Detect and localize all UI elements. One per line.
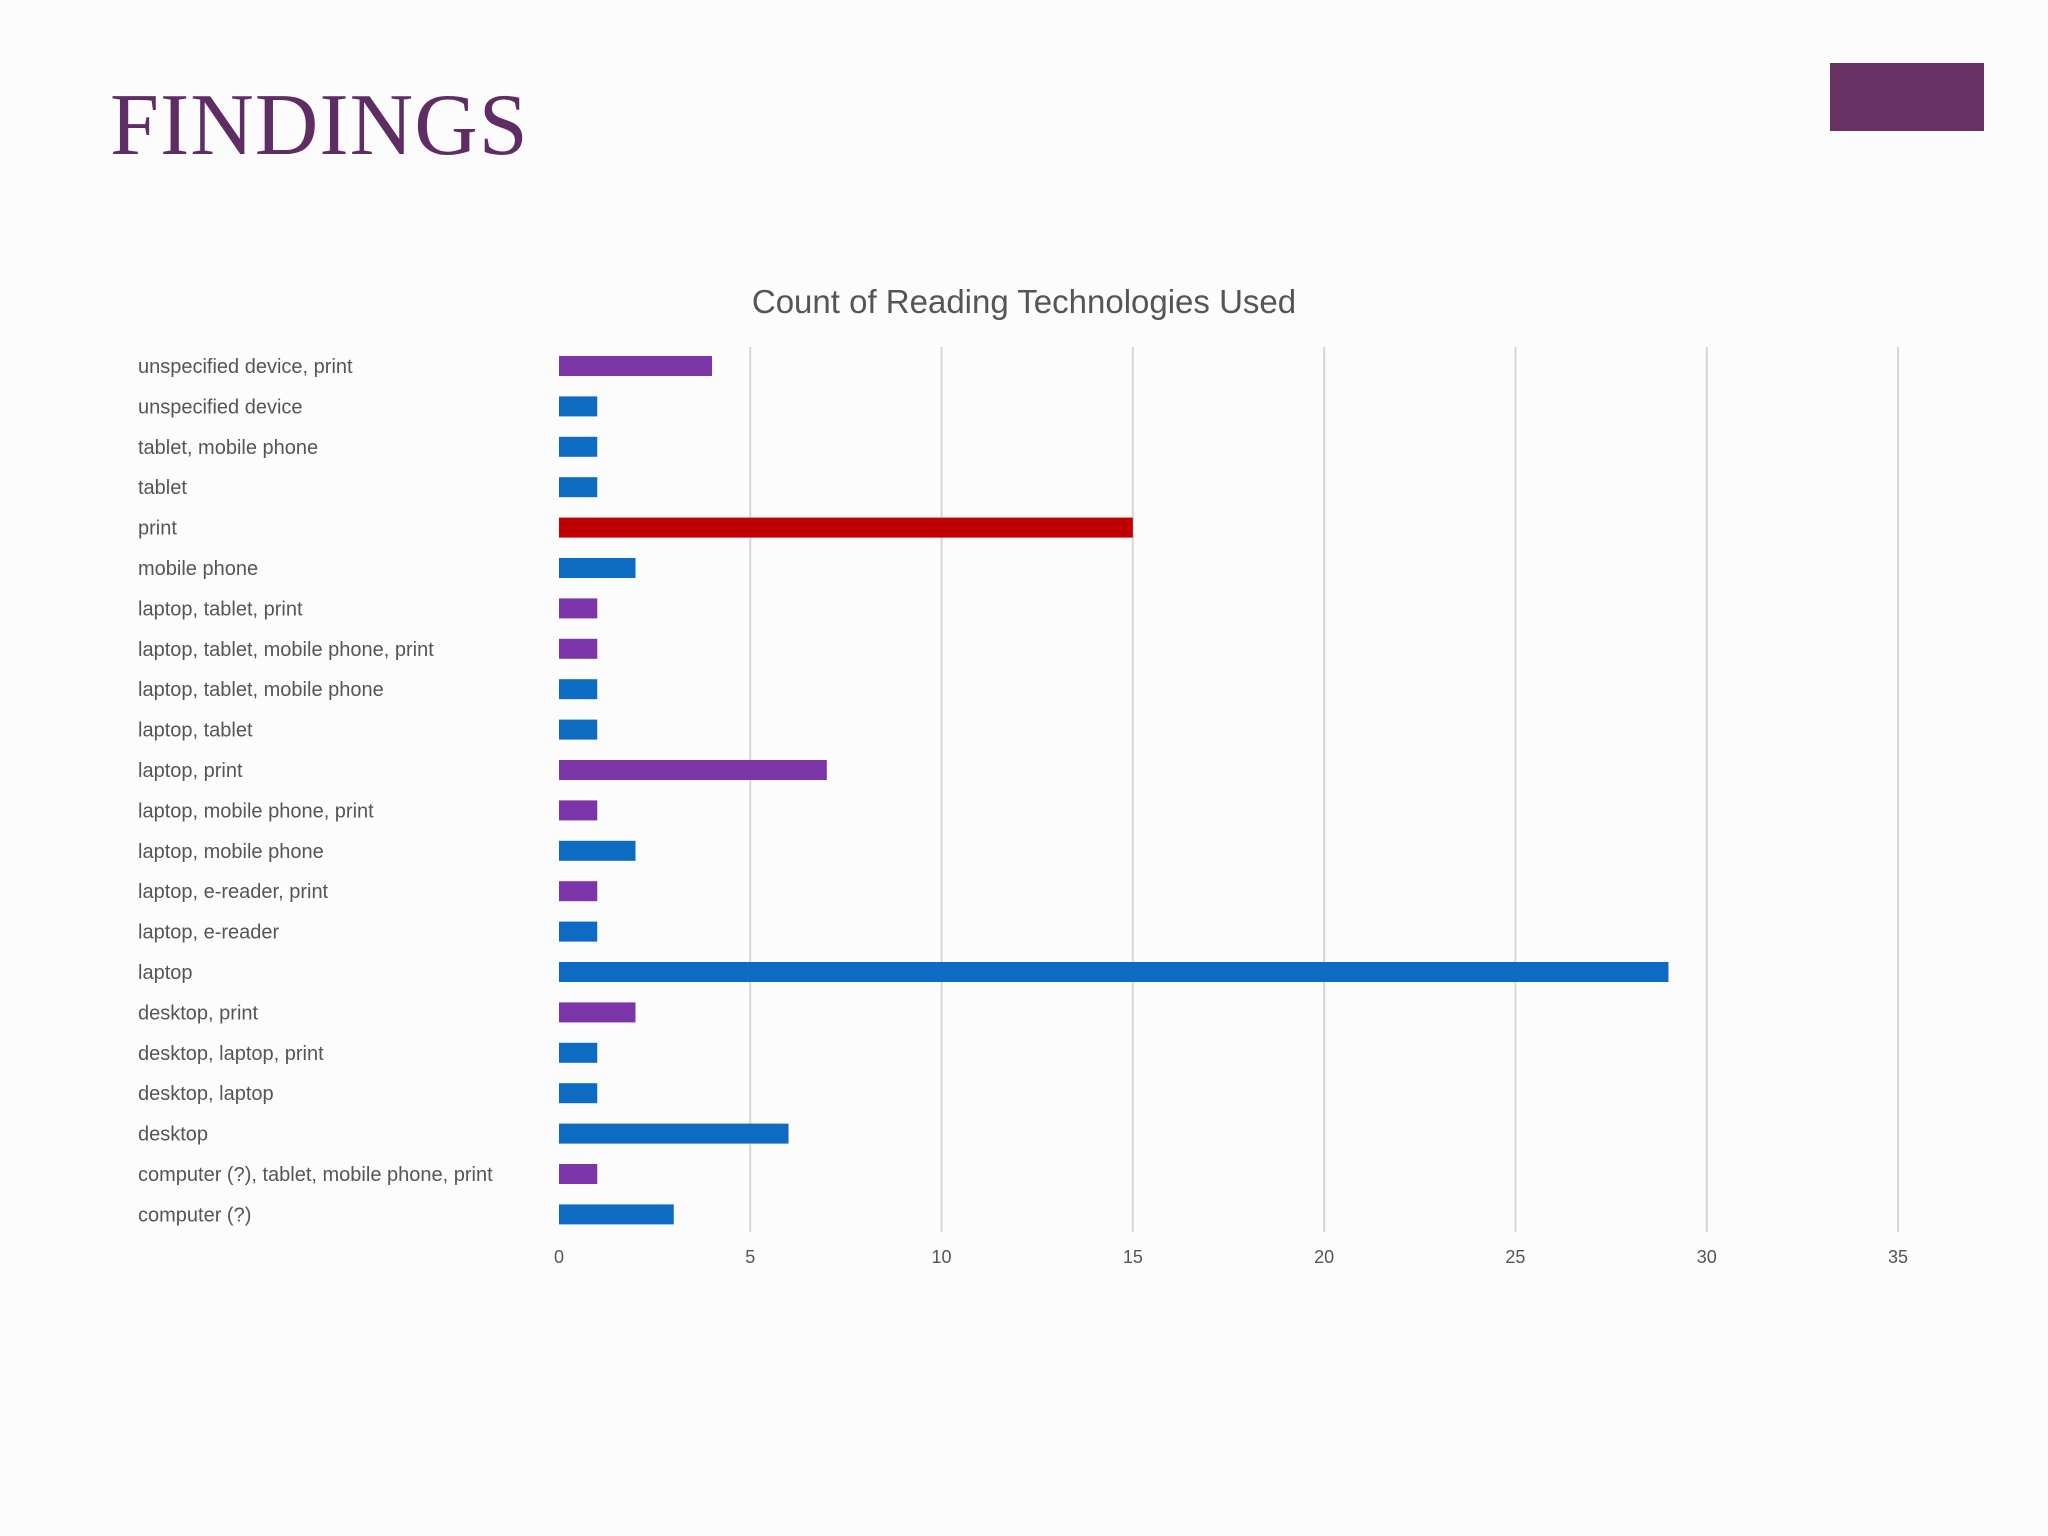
bar	[559, 679, 598, 700]
category-label: desktop, print	[138, 1002, 259, 1024]
x-axis-tick-labels: 0 5 10 15 20 25 30 35	[554, 1247, 1908, 1267]
chart-title: Count of Reading Technologies Used	[752, 283, 1296, 320]
bar	[559, 396, 598, 417]
bar	[559, 1083, 598, 1104]
category-label: unspecified device, print	[138, 356, 353, 378]
category-label: laptop, mobile phone, print	[138, 800, 374, 822]
bar	[559, 962, 1669, 982]
category-label: laptop, tablet, print	[138, 598, 303, 620]
bar	[559, 356, 713, 376]
x-tick-label: 5	[745, 1247, 755, 1267]
bar	[559, 436, 598, 457]
category-label: mobile phone	[138, 558, 258, 580]
bar	[559, 477, 598, 498]
x-tick-label: 25	[1505, 1247, 1525, 1267]
gridlines	[749, 347, 1899, 1232]
bar	[559, 638, 598, 659]
accent-block	[1830, 63, 1984, 131]
bar	[559, 840, 636, 861]
category-label: laptop, tablet, mobile phone, print	[138, 639, 434, 661]
slide-title: FINDINGS	[110, 77, 529, 174]
bar	[559, 1002, 636, 1023]
category-label: desktop, laptop	[138, 1083, 274, 1105]
bar	[559, 760, 827, 780]
category-label: laptop, print	[138, 760, 243, 782]
bar	[559, 881, 598, 902]
x-tick-label: 30	[1697, 1247, 1717, 1267]
x-tick-label: 35	[1888, 1247, 1908, 1267]
category-label: print	[138, 518, 177, 540]
category-label: laptop	[138, 962, 193, 984]
bar	[559, 1204, 674, 1225]
category-label: unspecified device	[138, 396, 303, 418]
category-label: laptop, tablet, mobile phone	[138, 679, 384, 701]
bar	[559, 1123, 789, 1144]
bar	[559, 598, 598, 619]
category-label: laptop, mobile phone	[138, 841, 324, 863]
bar	[559, 1042, 598, 1063]
x-tick-label: 15	[1123, 1247, 1143, 1267]
category-label: laptop, e-reader, print	[138, 881, 329, 903]
x-tick-label: 20	[1314, 1247, 1334, 1267]
bar	[559, 517, 1133, 538]
category-label: laptop, tablet	[138, 720, 253, 742]
category-label: desktop	[138, 1124, 208, 1146]
bars	[559, 356, 1669, 1225]
category-label: tablet	[138, 477, 187, 499]
category-label: computer (?), tablet, mobile phone, prin…	[138, 1164, 493, 1186]
bar	[559, 921, 598, 942]
bar	[559, 558, 636, 578]
bar	[559, 800, 598, 821]
x-tick-label: 10	[932, 1247, 952, 1267]
bar	[559, 719, 598, 740]
category-label: laptop, e-reader	[138, 922, 280, 944]
category-label: computer (?)	[138, 1204, 251, 1226]
bar	[559, 1164, 598, 1184]
x-tick-label: 0	[554, 1247, 564, 1267]
category-label: desktop, laptop, print	[138, 1043, 324, 1065]
category-label: tablet, mobile phone	[138, 437, 318, 459]
category-labels: unspecified device, print unspecified dev…	[138, 356, 493, 1226]
